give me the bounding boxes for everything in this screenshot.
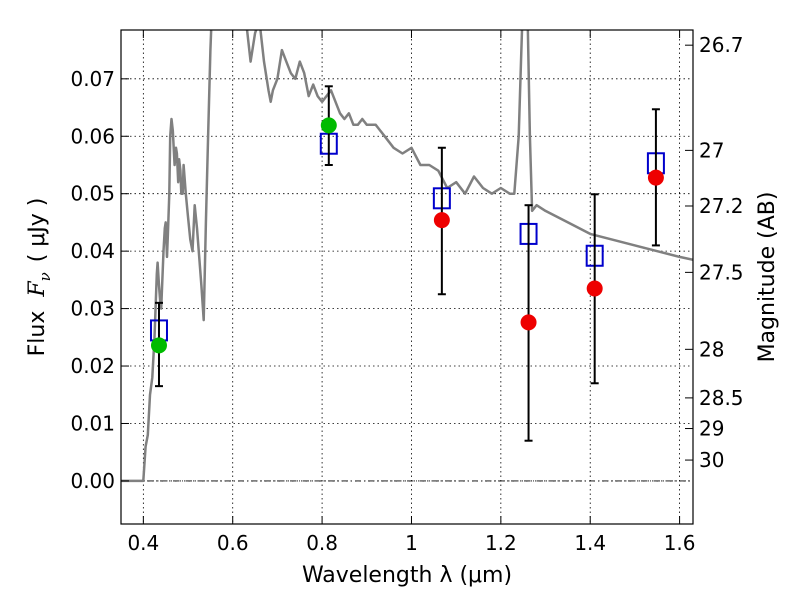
y-axis-label-unit: ( μJy ) — [25, 198, 50, 263]
grid-lines — [121, 30, 693, 524]
magnitude-tick-label: 30 — [699, 448, 724, 472]
y-tick-label: 0.05 — [70, 182, 115, 206]
y-axis-label-symbol: F — [25, 281, 50, 298]
low-significance-point — [586, 280, 603, 297]
magnitude-tick-label: 29 — [699, 417, 724, 441]
x-tick-label: 0.6 — [217, 531, 249, 555]
y-axis-label-prefix: Flux — [25, 311, 50, 357]
data-points — [149, 85, 665, 442]
detection-point — [150, 337, 167, 354]
y-tick-label: 0.04 — [70, 239, 115, 263]
plot-frame — [120, 29, 694, 525]
plot-area — [121, 30, 693, 483]
magnitude-tick-label: 27.5 — [699, 260, 744, 284]
y-axis-label: Flux Fν ( μJy ) — [25, 198, 54, 357]
magnitude-axis-label: Magnitude (AB) — [755, 192, 780, 363]
low-significance-point — [647, 169, 664, 186]
y-tick-label: 0.03 — [70, 297, 115, 321]
y-tick-label: 0.02 — [70, 354, 115, 378]
x-axis-label: Wavelength λ (μm) — [302, 563, 512, 588]
x-tick-label: 1.4 — [574, 531, 606, 555]
magnitude-tick-label: 26.7 — [699, 33, 744, 57]
magnitude-tick-label: 28.5 — [699, 386, 744, 410]
detection-point — [320, 117, 337, 134]
x-tick-label: 1 — [405, 531, 418, 555]
magnitude-tick-label: 27.2 — [699, 194, 744, 218]
y-tick-label: 0.07 — [70, 67, 115, 91]
y-tick-label: 0.00 — [70, 469, 115, 493]
x-tick-label: 0.4 — [127, 531, 159, 555]
magnitude-tick-label: 28 — [699, 337, 724, 361]
axis-ticks: 0.4 0.6 0.8 1 1.2 1.4 1.6 0.00 0.01 0.02 0.03 0.04 0… — [70, 30, 744, 555]
low-significance-point — [520, 314, 537, 331]
low-significance-point — [433, 212, 450, 229]
y-axis-label-subscript: ν — [36, 272, 54, 281]
y-tick-label: 0.06 — [70, 124, 115, 148]
y-tick-label: 0.01 — [70, 411, 115, 435]
model-sed-line — [121, 30, 693, 483]
x-tick-label: 0.8 — [306, 531, 338, 555]
magnitude-tick-label: 27 — [699, 138, 724, 162]
x-tick-label: 1.2 — [485, 531, 517, 555]
x-tick-label: 1.6 — [664, 531, 696, 555]
